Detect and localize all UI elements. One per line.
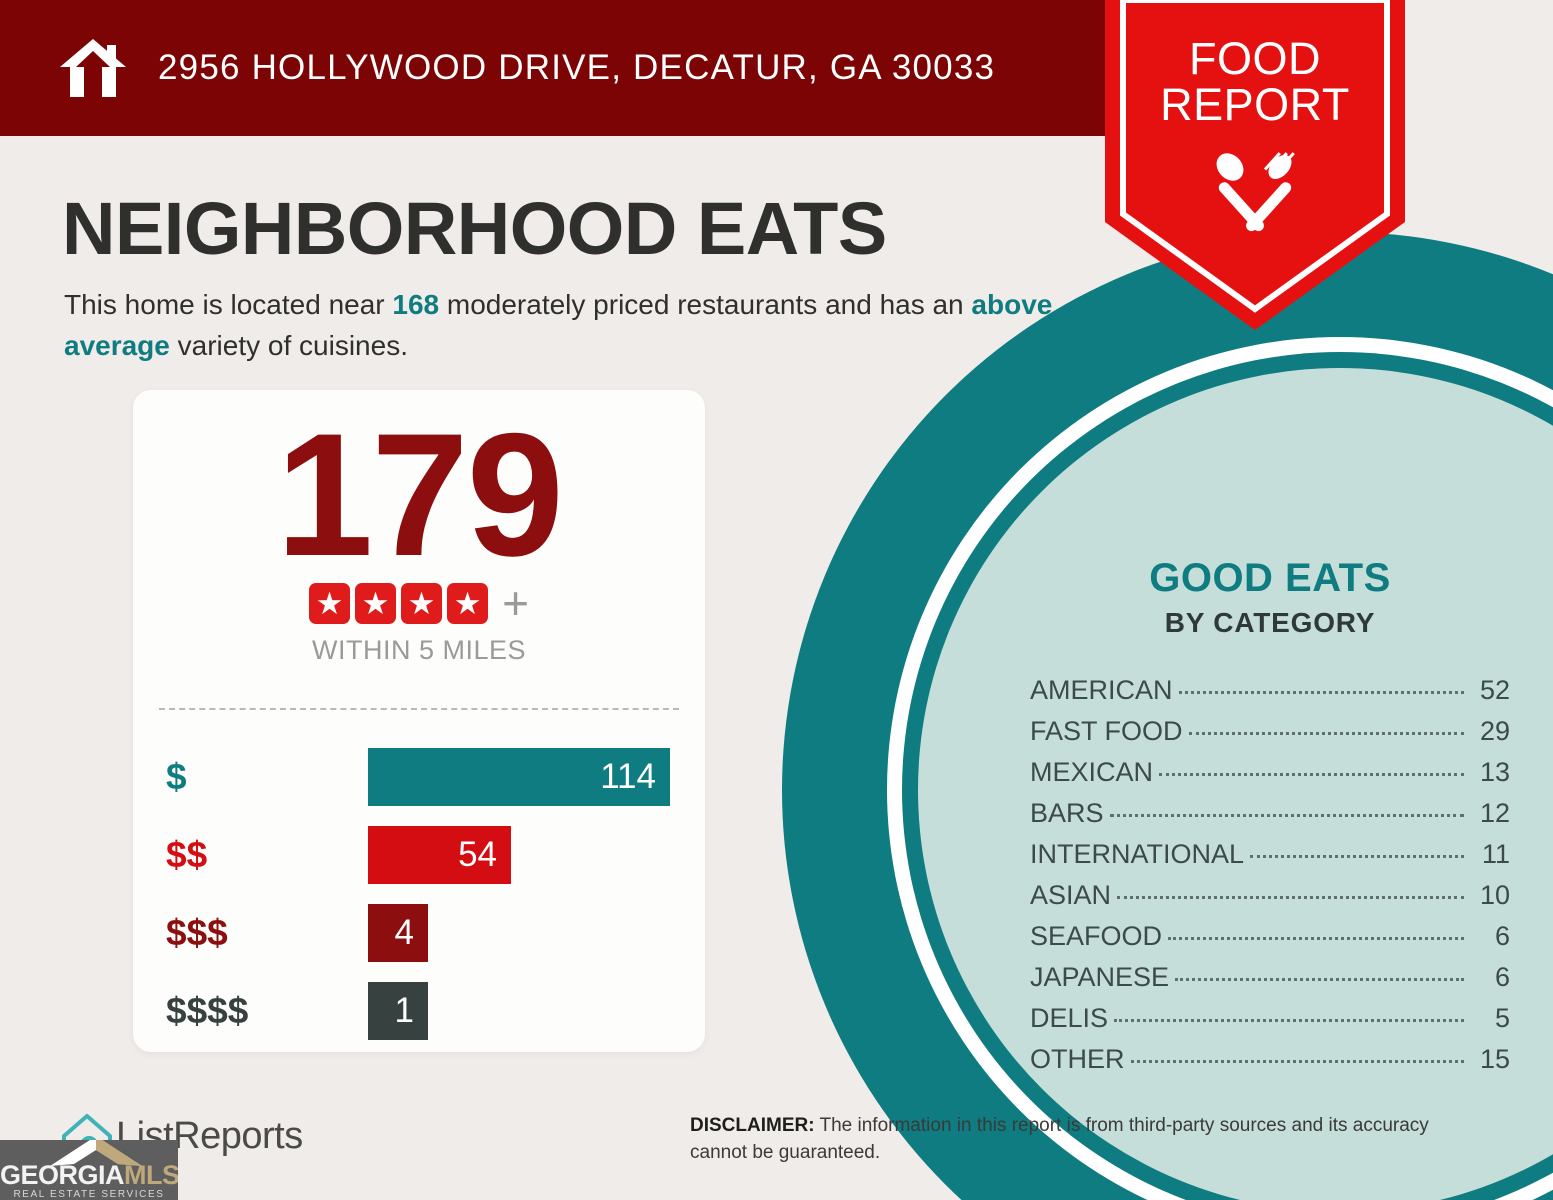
gamls-tagline: REAL ESTATE SERVICES	[13, 1189, 165, 1200]
gamls-wordmark: GEORGIAMLS	[0, 1162, 178, 1189]
good-eats-row: SEAFOOD 6	[1030, 921, 1510, 962]
good-eats-row: OTHER 15	[1030, 1044, 1510, 1085]
bar-label: $	[166, 756, 187, 797]
restaurant-stat-card: 179 ★ ★ ★ ★ + WITHIN 5 MILES $ 114 $$ 54…	[133, 390, 705, 1052]
good-eats-category-name: SEAFOOD	[1030, 921, 1163, 951]
good-eats-row: AMERICAN 52	[1030, 675, 1510, 716]
good-eats-category-count: 11	[1481, 839, 1510, 869]
dot-leader	[1188, 732, 1464, 735]
bar-row: $ 114	[133, 738, 705, 816]
subtitle-part-1: This home is located near	[64, 289, 393, 320]
page-subtitle: This home is located near 168 moderately…	[64, 285, 1094, 366]
bar-label: $$$$	[166, 990, 249, 1031]
star-icon: ★	[401, 582, 443, 624]
star-rating: ★ ★ ★ ★ +	[133, 580, 705, 626]
dot-leader	[1130, 1060, 1464, 1063]
subtitle-restaurant-count: 168	[392, 289, 440, 320]
good-eats-row: FAST FOOD 29	[1030, 716, 1510, 757]
spoon-fork-icon	[1216, 152, 1295, 232]
good-eats-subtitle: BY CATEGORY	[1164, 607, 1376, 638]
bar-row: $$ 54	[133, 816, 705, 894]
bar-value: 114	[600, 757, 656, 796]
dot-leader	[1117, 896, 1464, 899]
good-eats-category-count: 29	[1479, 716, 1510, 746]
bar-fill: 54	[368, 826, 511, 884]
good-eats-row: MEXICAN 13	[1030, 757, 1510, 798]
bar-value: 1	[394, 991, 414, 1030]
good-eats-category-name: ASIAN	[1030, 880, 1112, 910]
restaurant-count-big: 179	[276, 398, 564, 593]
disclaimer-text: The information in this report is from t…	[690, 1115, 1429, 1163]
good-eats-row: JAPANESE 6	[1030, 962, 1510, 1003]
price-tier-bar-chart: $ 114 $$ 54 $$$ 4 $$$$ 1	[133, 738, 705, 1050]
bar-label: $$$	[166, 912, 228, 953]
dot-leader	[1178, 691, 1464, 694]
good-eats-category-count: 12	[1479, 798, 1510, 828]
georgia-mls-logo: GEORGIAMLS REAL ESTATE SERVICES	[0, 1140, 178, 1200]
good-eats-category-name: BARS	[1030, 798, 1104, 828]
dot-leader	[1114, 1019, 1464, 1022]
radius-label: WITHIN 5 MILES	[311, 635, 527, 665]
good-eats-row: BARS 12	[1030, 798, 1510, 839]
bar-fill: 4	[368, 904, 428, 962]
good-eats-category-name: AMERICAN	[1030, 675, 1173, 705]
page-title: NEIGHBORHOOD EATS	[62, 187, 887, 270]
good-eats-category-count: 13	[1479, 757, 1510, 787]
good-eats-category-name: FAST FOOD	[1030, 716, 1183, 746]
star-icon: ★	[447, 582, 489, 624]
subtitle-part-3: variety of cuisines.	[169, 329, 408, 361]
good-eats-category-name: OTHER	[1030, 1044, 1125, 1074]
disclaimer-label: DISCLAIMER:	[690, 1115, 815, 1136]
good-eats-category-name: DELIS	[1030, 1003, 1109, 1033]
star-icon: ★	[355, 582, 397, 624]
star-icon: ★	[309, 582, 351, 624]
bar-value: 4	[394, 913, 414, 952]
card-divider	[159, 708, 679, 710]
food-report-badge: FOOD REPORT	[1105, 0, 1405, 330]
dot-leader	[1168, 937, 1464, 940]
good-eats-row: DELIS 5	[1030, 1003, 1510, 1044]
bar-fill: 1	[368, 982, 428, 1040]
dot-leader	[1159, 773, 1464, 776]
good-eats-category-count: 52	[1479, 675, 1510, 705]
gamls-mls-text: MLS	[124, 1160, 178, 1190]
good-eats-category-count: 6	[1494, 962, 1510, 992]
disclaimer: DISCLAIMER: The information in this repo…	[690, 1113, 1490, 1167]
bar-fill: 114	[368, 748, 670, 806]
dot-leader	[1109, 814, 1464, 817]
good-eats-category-count: 5	[1494, 1003, 1510, 1033]
gamls-roof-icon	[50, 1140, 142, 1166]
good-eats-row: INTERNATIONAL 11	[1030, 839, 1510, 880]
good-eats-category-count: 15	[1479, 1044, 1510, 1074]
gamls-georgia-text: GEORGIA	[0, 1160, 125, 1190]
bar-row: $$$ 4	[133, 894, 705, 972]
good-eats-category-count: 6	[1494, 921, 1510, 951]
dot-leader	[1250, 855, 1464, 858]
good-eats-category-count: 10	[1479, 880, 1510, 910]
good-eats-list: AMERICAN 52 FAST FOOD 29 MEXICAN 13 BARS 12 INTE…	[1030, 675, 1510, 1085]
good-eats-panel: GOOD EATS BY CATEGORY AMERICAN 52 FAST FOO…	[1030, 558, 1510, 1085]
dot-leader	[1175, 978, 1464, 981]
good-eats-category-name: MEXICAN	[1030, 757, 1154, 787]
good-eats-row: ASIAN 10	[1030, 880, 1510, 921]
rating-plus-sign: +	[502, 577, 529, 629]
good-eats-category-name: INTERNATIONAL	[1030, 839, 1245, 869]
header-bar: 2956 HOLLYWOOD DRIVE, DECATUR, GA 30033	[0, 0, 1107, 136]
bar-value: 54	[458, 835, 497, 874]
bar-label: $$	[166, 834, 208, 875]
subtitle-part-2: moderately priced restaurants and has an	[439, 289, 972, 320]
good-eats-category-name: JAPANESE	[1030, 962, 1170, 992]
home-icon	[60, 39, 126, 97]
good-eats-title: GOOD EATS	[1149, 556, 1391, 600]
header-address: 2956 HOLLYWOOD DRIVE, DECATUR, GA 30033	[158, 48, 996, 87]
subtitle-variety-rating: above average	[64, 289, 1053, 361]
bar-row: $$$$ 1	[133, 972, 705, 1050]
